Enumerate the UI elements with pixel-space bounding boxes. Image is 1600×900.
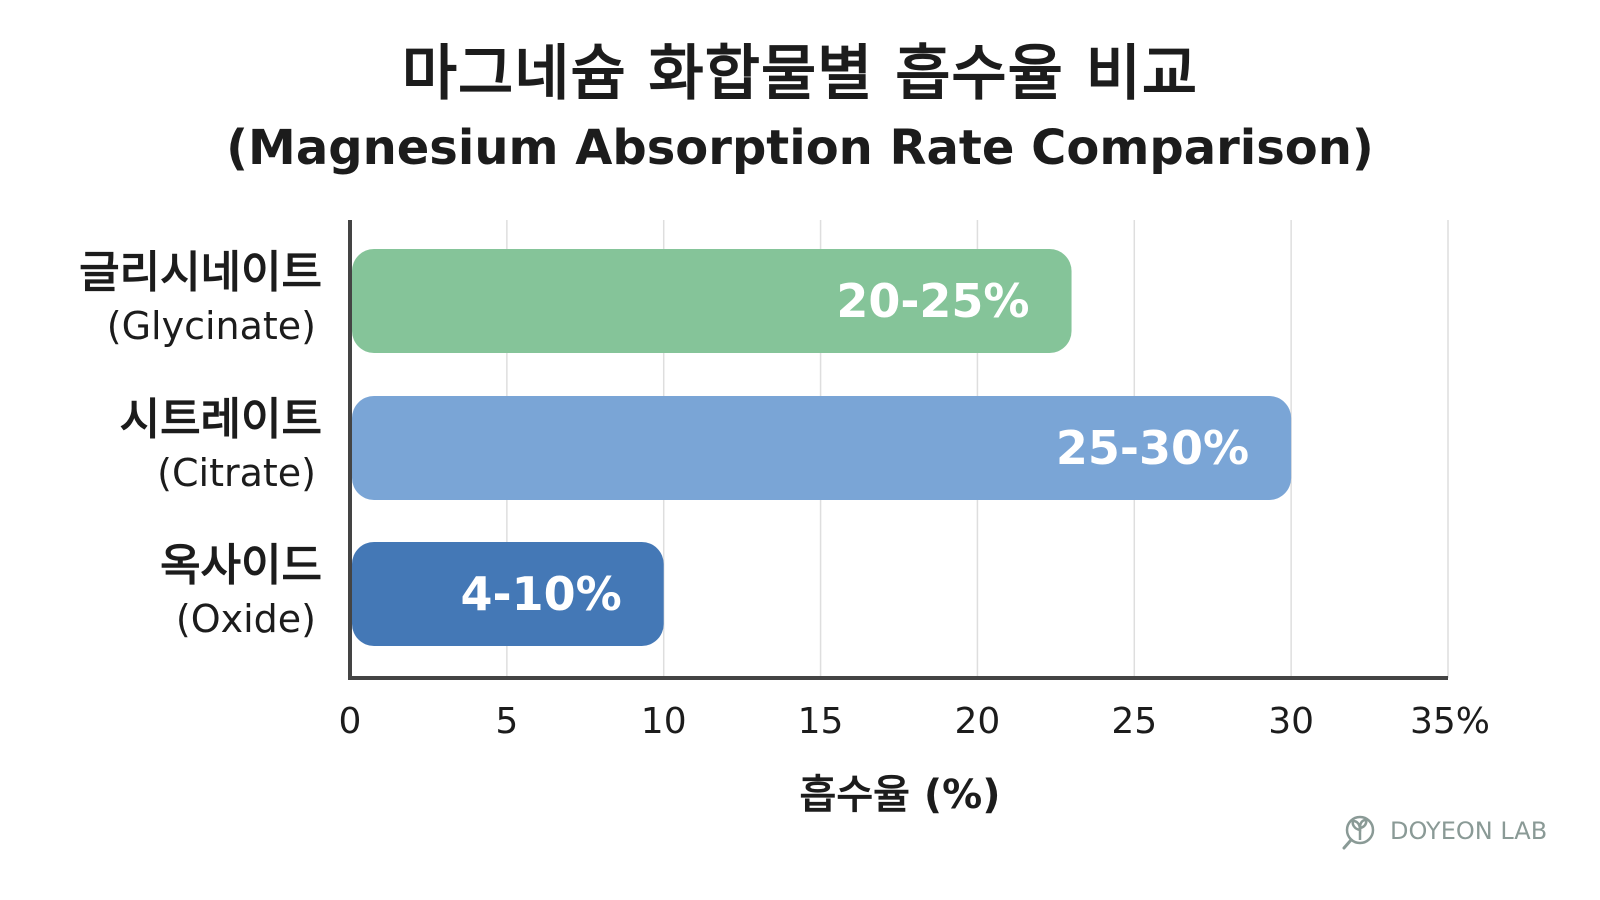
bar <box>352 542 664 646</box>
x-tick-label: 25 <box>1111 701 1157 742</box>
category-labels: 글리시네이트 (Glycinate) 시트레이트 (Citrate) 옥사이드 (Oxid… <box>79 247 322 641</box>
axes <box>348 220 1448 680</box>
bar <box>352 249 1072 353</box>
x-tick-label: 35% <box>1410 701 1490 742</box>
bar-value-label: 4-10% <box>461 567 622 621</box>
x-tick-label: 15 <box>798 701 844 742</box>
category-label-en: (Oxide) <box>176 597 316 641</box>
sprout-icon <box>1342 815 1375 850</box>
x-tick-label: 30 <box>1268 701 1314 742</box>
watermark: DOYEON LAB <box>1338 810 1547 852</box>
bars: 20-25% 25-30% 4-10% <box>352 249 1292 646</box>
bar <box>352 396 1292 500</box>
x-tick-label: 10 <box>641 701 687 742</box>
x-tick-label: 20 <box>955 701 1001 742</box>
watermark-text: DOYEON LAB <box>1390 817 1548 845</box>
bar-value-label: 20-25% <box>836 274 1029 328</box>
category-label-en: (Citrate) <box>157 451 316 495</box>
x-tick-labels: 0 5 10 15 20 25 30 35% <box>339 701 1490 742</box>
category-label-en: (Glycinate) <box>107 304 316 348</box>
x-axis-label: 흡수율 (%) <box>800 772 1001 818</box>
x-tick-label: 0 <box>339 701 362 742</box>
category-label-ko: 옥사이드 <box>160 540 322 591</box>
x-tick-label: 5 <box>495 701 518 742</box>
chart-title: 마그네슘 화합물별 흡수율 비교 <box>401 39 1199 109</box>
category-label-ko: 글리시네이트 <box>79 247 322 298</box>
category-label-ko: 시트레이트 <box>120 394 322 445</box>
bar-value-label: 25-30% <box>1056 421 1249 475</box>
chart-subtitle: (Magnesium Absorption Rate Comparison) <box>226 120 1374 176</box>
